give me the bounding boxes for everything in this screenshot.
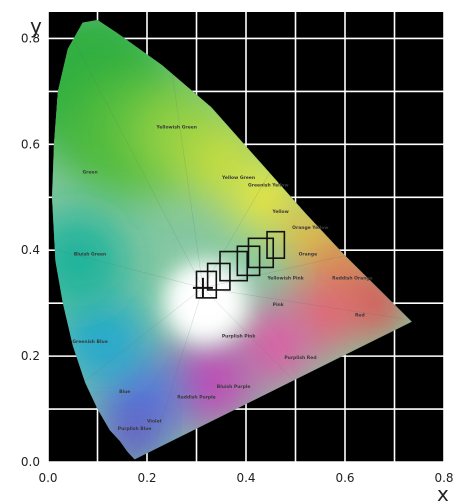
y-axis-label: y (30, 14, 42, 38)
square-marker (206, 262, 231, 291)
y-tick-label: 0.0 (21, 455, 40, 469)
region-boundary (202, 255, 346, 289)
x-tick-label: 0.0 (38, 471, 57, 485)
x-axis-label: x (437, 482, 449, 504)
tick-labels: 0.0 0.2 0.4 0.6 0.8 0.0 0.2 0.4 0.6 0.8 (21, 31, 454, 485)
region-label: Yellowish Pink (266, 275, 304, 281)
region-label: Yellowish Green (155, 124, 196, 130)
region-label: Green (82, 169, 97, 175)
x-tick-label: 0.6 (335, 471, 354, 485)
square-marker (219, 250, 249, 282)
region-boundary (82, 287, 204, 383)
region-label: Purplish Red (284, 355, 316, 361)
y-tick-label: 0.4 (21, 243, 40, 257)
region-boundary (202, 287, 296, 383)
square-marker (247, 237, 275, 269)
region-boundary (202, 170, 271, 288)
x-tick-label: 0.4 (236, 471, 255, 485)
region-label: Bluish Purple (217, 384, 251, 390)
region-label: Red (355, 312, 365, 318)
region-label: Orange Yellow (292, 225, 328, 231)
square-marker (266, 230, 286, 259)
region-boundary (202, 287, 405, 320)
color-blob (51, 211, 128, 311)
y-tick-label: 0.8 (21, 31, 40, 45)
region-label: Blue (119, 389, 130, 395)
region-boundary (72, 38, 204, 288)
color-blob (166, 338, 256, 428)
region-label: Purplish Blue (118, 426, 152, 432)
region-label: Reddish Orange (332, 275, 373, 281)
region-boundary (156, 287, 204, 436)
color-blob (236, 305, 316, 386)
region-label: Violet (147, 418, 163, 424)
region-label: Yellow (272, 209, 289, 215)
region-label: Yellow Green (221, 175, 255, 181)
region-label: Purplish Pink (222, 334, 257, 340)
region-label: Greenish Yellow (248, 183, 288, 189)
region-boundary (57, 250, 203, 289)
region-label: Greenish Blue (72, 339, 107, 345)
square-marker (195, 270, 218, 299)
color-blob (57, 295, 148, 385)
x-tick-label: 0.8 (434, 471, 453, 485)
region-boundary (171, 70, 204, 288)
y-tick-label: 0.6 (21, 137, 40, 151)
y-tick-label: 0.2 (21, 349, 40, 363)
color-region-labels: Yellowish Green Green Yellow Green Greenish… (72, 124, 372, 432)
region-label: Pink (273, 302, 285, 308)
region-label: Bluish Green (74, 252, 106, 258)
region-label: Orange (299, 252, 318, 258)
x-tick-label: 0.2 (137, 471, 156, 485)
data-markers (192, 230, 286, 299)
region-label: Reddish Purple (177, 394, 216, 400)
